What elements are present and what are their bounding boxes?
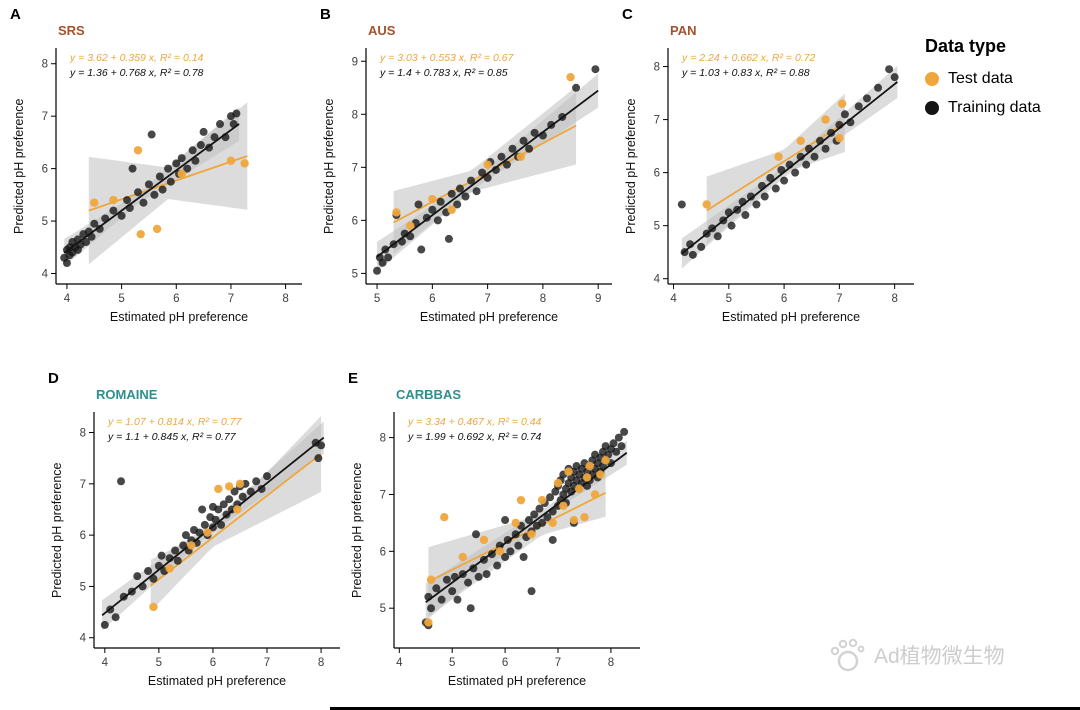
x-axis-label: Estimated pH preference (109, 310, 249, 324)
svg-text:8: 8 (608, 657, 614, 669)
x-axis-label: Estimated pH preference (419, 310, 559, 324)
panel-title: AUS (368, 23, 396, 38)
svg-text:4: 4 (396, 657, 403, 669)
watermark-text: Ad植物微生物 (874, 645, 1005, 668)
x-axis-label: Estimated pH preference (721, 310, 861, 324)
svg-text:7: 7 (836, 293, 842, 305)
panel-a: A SRS Predicted pH preference y = 3.62 +… (10, 6, 310, 341)
svg-text:6: 6 (380, 546, 386, 558)
panel-title: SRS (58, 23, 85, 38)
scatter-plot: 4 5 6 7 8 4 5 6 7 8 (42, 48, 302, 305)
svg-text:7: 7 (380, 489, 386, 501)
svg-text:5: 5 (42, 216, 48, 228)
svg-text:7: 7 (352, 162, 358, 174)
panel-b: B AUS Predicted pH preference y = 3.03 +… (320, 6, 620, 341)
svg-text:9: 9 (595, 293, 601, 305)
bottom-border-bar (330, 707, 1080, 710)
svg-text:5: 5 (374, 293, 380, 305)
panel-letter: B (320, 6, 331, 23)
svg-text:5: 5 (156, 657, 162, 669)
panel-e: E CARBBAS Predicted pH preference y = 3.… (348, 370, 648, 705)
scatter-plot: 4 5 6 7 8 5 6 7 8 (380, 412, 640, 669)
x-axis-label: Estimated pH preference (147, 674, 287, 688)
svg-text:7: 7 (264, 657, 270, 669)
svg-text:8: 8 (80, 428, 86, 440)
svg-text:5: 5 (352, 268, 358, 280)
svg-text:7: 7 (42, 111, 48, 123)
legend-item-training-data: Training data (925, 99, 1041, 117)
svg-text:5: 5 (449, 657, 455, 669)
panel-title: ROMAINE (96, 387, 158, 402)
regression-equation-train: y = 1.99 + 0.692 x, R² = 0.74 (408, 431, 542, 443)
regression-equation-test: y = 3.34 + 0.467 x, R² = 0.44 (408, 416, 542, 428)
svg-text:5: 5 (726, 293, 732, 305)
legend-item-label: Training data (948, 99, 1041, 116)
svg-text:7: 7 (484, 293, 490, 305)
panel-letter: D (48, 370, 59, 387)
svg-text:8: 8 (318, 657, 324, 669)
regression-equation-train: y = 1.36 + 0.768 x, R² = 0.78 (70, 67, 204, 79)
svg-text:6: 6 (781, 293, 787, 305)
svg-text:8: 8 (42, 59, 48, 71)
svg-text:6: 6 (173, 293, 179, 305)
svg-text:8: 8 (654, 62, 660, 74)
svg-text:8: 8 (540, 293, 546, 305)
svg-text:4: 4 (654, 274, 661, 286)
panel-letter: C (622, 6, 633, 23)
panel-letter: A (10, 6, 21, 23)
svg-text:5: 5 (118, 293, 124, 305)
regression-equation-train: y = 1.1 + 0.845 x, R² = 0.77 (108, 431, 236, 443)
panel-d: D ROMAINE Predicted pH preference y = 1.… (48, 370, 348, 705)
panel-title: PAN (670, 23, 697, 38)
regression-equation-test: y = 1.07 + 0.814 x, R² = 0.77 (108, 416, 242, 428)
panel-letter: E (348, 370, 359, 387)
svg-text:7: 7 (228, 293, 234, 305)
svg-text:8: 8 (352, 109, 358, 121)
svg-text:5: 5 (80, 581, 86, 593)
test-data-dot-icon (925, 72, 939, 86)
watermark-logo-icon (830, 638, 865, 672)
panel-c: C PAN Predicted pH preference y = 2.24 +… (622, 6, 922, 341)
svg-text:6: 6 (429, 293, 435, 305)
svg-text:7: 7 (555, 657, 561, 669)
training-data-dot-icon (925, 101, 939, 115)
legend-item-test-data: Test data (925, 70, 1041, 88)
svg-text:7: 7 (654, 115, 660, 127)
svg-text:6: 6 (654, 168, 660, 180)
scatter-plot: 4 5 6 7 8 4 5 6 7 8 (80, 412, 340, 669)
scatter-plot: 4 5 6 7 8 4 5 6 7 8 (654, 48, 914, 305)
svg-text:5: 5 (654, 221, 660, 233)
x-axis-label: Estimated pH preference (447, 674, 587, 688)
svg-text:4: 4 (42, 269, 49, 281)
svg-text:4: 4 (102, 657, 109, 669)
svg-text:8: 8 (380, 433, 386, 445)
legend: Data type Test data Training data (925, 36, 1041, 128)
svg-text:4: 4 (670, 293, 677, 305)
svg-text:6: 6 (352, 215, 358, 227)
regression-equation-train: y = 1.03 + 0.83 x, R² = 0.88 (682, 67, 810, 79)
regression-equation-train: y = 1.4 + 0.783 x, R² = 0.85 (380, 67, 508, 79)
watermark: Ad植物微生物 (822, 632, 1005, 678)
svg-text:7: 7 (80, 479, 86, 491)
scatter-plot: 5 6 7 8 9 5 6 7 8 9 (352, 48, 612, 305)
svg-text:6: 6 (210, 657, 216, 669)
svg-text:8: 8 (282, 293, 288, 305)
legend-item-label: Test data (948, 70, 1013, 87)
panel-title: CARBBAS (396, 387, 461, 402)
svg-text:6: 6 (80, 530, 86, 542)
svg-text:9: 9 (352, 56, 358, 68)
svg-text:4: 4 (80, 633, 87, 645)
svg-text:5: 5 (380, 603, 386, 615)
svg-text:6: 6 (42, 164, 48, 176)
regression-equation-test: y = 3.62 + 0.359 x, R² = 0.14 (70, 52, 204, 64)
svg-text:6: 6 (502, 657, 508, 669)
legend-title: Data type (925, 36, 1007, 56)
regression-equation-test: y = 2.24 + 0.662 x, R² = 0.72 (682, 52, 816, 64)
svg-text:4: 4 (64, 293, 71, 305)
svg-text:8: 8 (891, 293, 897, 305)
regression-equation-test: y = 3.03 + 0.553 x, R² = 0.67 (380, 52, 514, 64)
